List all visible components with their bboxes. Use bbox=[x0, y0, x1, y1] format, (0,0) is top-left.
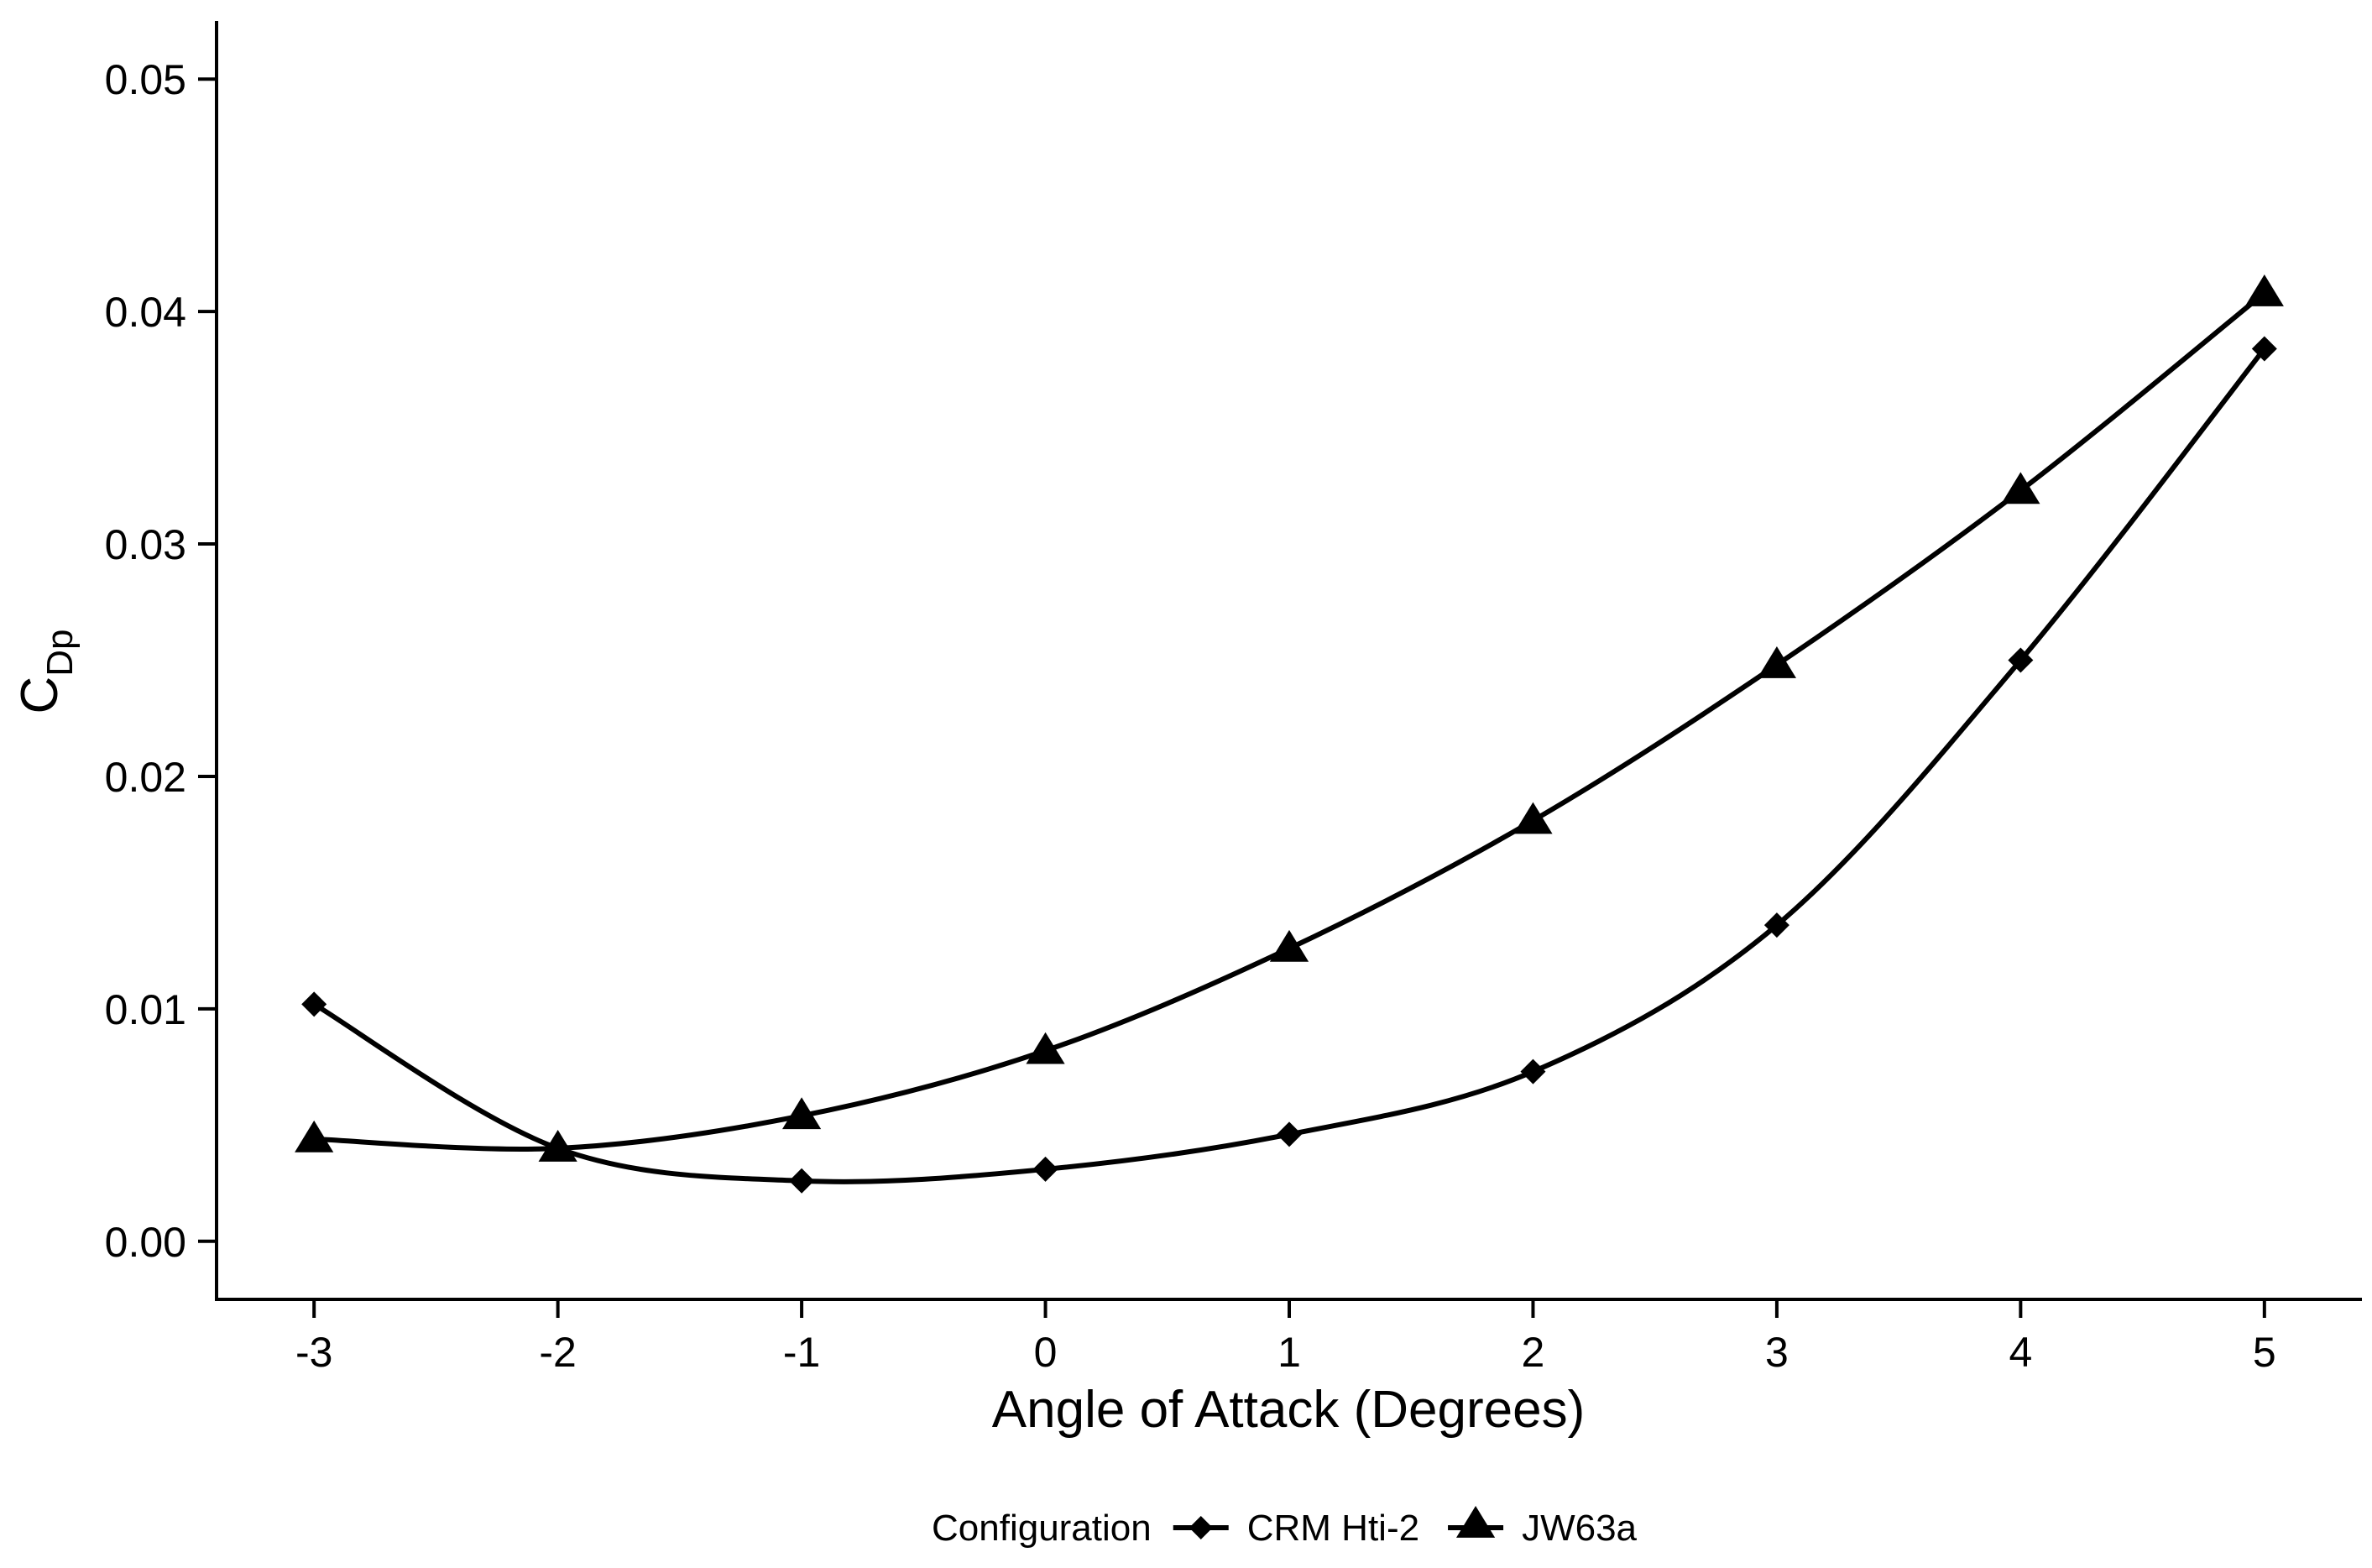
y-axis-title: CDp bbox=[11, 629, 81, 713]
data-point-crm-hti-2 bbox=[1763, 912, 1789, 938]
data-point-jw63a bbox=[1269, 929, 1309, 962]
y-axis-title-sub: Dp bbox=[39, 629, 81, 676]
axes bbox=[215, 21, 2362, 1301]
data-point-jw63a bbox=[2244, 274, 2284, 306]
x-tick-label: -1 bbox=[783, 1329, 820, 1376]
y-tick-label: 0.01 bbox=[105, 986, 186, 1033]
y-tick-label: 0.02 bbox=[105, 754, 186, 801]
data-point-jw63a bbox=[781, 1097, 822, 1130]
legend-items: CRM Hti-2 JW63a bbox=[1173, 1506, 1638, 1549]
x-tick-label: 3 bbox=[1765, 1329, 1789, 1376]
data-point-crm-hti-2 bbox=[1032, 1156, 1058, 1182]
legend-label-jw63a: JW63a bbox=[1522, 1508, 1637, 1549]
y-tick-label: 0.04 bbox=[105, 289, 186, 336]
x-tick-label: 5 bbox=[2253, 1329, 2276, 1376]
y-axis-title-main: C bbox=[11, 677, 69, 714]
x-axis-title: Angle of Attack (Degrees) bbox=[992, 1381, 1585, 1439]
x-tick-label: 0 bbox=[1034, 1329, 1058, 1376]
y-tick-label: 0.00 bbox=[105, 1219, 186, 1266]
y-ticks: 0.00 0.01 0.02 0.03 0.04 0.05 bbox=[105, 56, 217, 1266]
legend: Configuration CRM Hti-2 JW63a bbox=[932, 1506, 1638, 1549]
series-markers bbox=[295, 274, 2284, 1194]
data-point-crm-hti-2 bbox=[2008, 647, 2034, 673]
y-tick-label: 0.05 bbox=[105, 56, 186, 103]
data-point-crm-hti-2 bbox=[1520, 1058, 1546, 1085]
x-tick-label: 1 bbox=[1277, 1329, 1301, 1376]
data-point-jw63a bbox=[2001, 472, 2040, 504]
data-point-jw63a bbox=[295, 1120, 334, 1152]
data-point-crm-hti-2 bbox=[2251, 336, 2277, 362]
series-line-jw63a bbox=[311, 290, 2267, 1152]
legend-title: Configuration bbox=[932, 1508, 1152, 1549]
legend-key-marker-crm-hti-2 bbox=[1189, 1516, 1213, 1539]
y-tick-label: 0.03 bbox=[105, 521, 186, 568]
legend-label-crm-hti-2: CRM Hti-2 bbox=[1247, 1508, 1419, 1549]
x-ticks: -3 -2 -1 0 1 2 3 4 5 bbox=[295, 1299, 2276, 1376]
data-point-jw63a bbox=[1757, 646, 1797, 678]
data-point-jw63a bbox=[538, 1130, 577, 1162]
legend-key-marker-jw63a bbox=[1455, 1506, 1496, 1538]
data-point-crm-hti-2 bbox=[1277, 1121, 1302, 1147]
x-tick-label: 4 bbox=[2009, 1329, 2032, 1376]
data-point-jw63a bbox=[1026, 1032, 1065, 1064]
data-point-crm-hti-2 bbox=[789, 1168, 815, 1194]
x-tick-label: -3 bbox=[295, 1329, 332, 1376]
x-tick-label: 2 bbox=[1522, 1329, 1545, 1376]
data-point-crm-hti-2 bbox=[301, 991, 327, 1017]
x-tick-label: -2 bbox=[539, 1329, 576, 1376]
series-lines bbox=[311, 290, 2267, 1184]
data-point-jw63a bbox=[1513, 802, 1553, 834]
series-line-crm-hti-2 bbox=[311, 346, 2267, 1184]
